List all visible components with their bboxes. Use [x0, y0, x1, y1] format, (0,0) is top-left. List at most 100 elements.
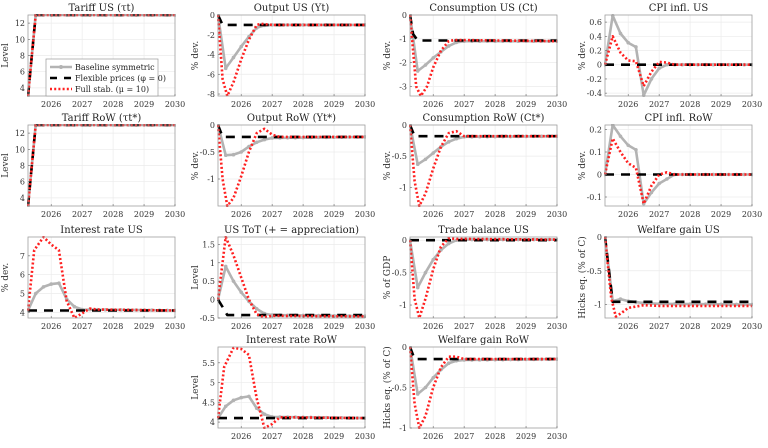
data-point-baseline [462, 358, 466, 362]
y-axis-label: % dev. [578, 41, 588, 71]
x-tick-label: 2027 [262, 210, 282, 219]
y-tick-label: 1.5 [202, 240, 215, 249]
series-line-fullstab [604, 236, 752, 318]
panel-title: CPI infl. US [649, 3, 709, 14]
x-tick-label: 2026 [423, 100, 443, 109]
y-tick-label: 4 [20, 308, 25, 317]
axes-frame [217, 124, 366, 207]
panel-cpi-infl-us: 2026 2027 2028 2029 2030 -0.4 -0.2 0 0.2 0.4 0.6 CP… [578, 3, 762, 109]
panel-title: Consumption US (Ct) [429, 3, 537, 14]
legend-marker [59, 65, 63, 69]
x-tick-label: 2026 [423, 210, 443, 219]
y-tick-label: 4 [210, 418, 215, 427]
y-tick-label: 8 [20, 162, 25, 171]
data-point-baseline [423, 157, 428, 162]
data-point-baseline [665, 177, 669, 181]
y-tick-label: 0.2 [589, 126, 602, 135]
panel-us-tot: 2026 2027 2028 2029 2030 -0.5 0 0.5 1 1.5 US ToT (… [191, 225, 375, 331]
data-point-baseline [431, 56, 436, 60]
data-point-baseline [223, 404, 228, 409]
y-tick-label: 7 [20, 252, 25, 261]
y-tick-label: 4 [20, 194, 25, 203]
data-point-baseline [649, 190, 654, 195]
x-tick-label: 2029 [324, 100, 344, 109]
data-point-baseline [223, 264, 228, 269]
x-tick-label: 2028 [293, 100, 313, 109]
y-tick-label: 5.5 [202, 359, 215, 368]
y-tick-label: 10 [15, 145, 25, 154]
y-tick-label: -1 [399, 301, 407, 310]
axes-background [218, 15, 365, 96]
panel-consumption-row: 2026 2027 2028 2029 2030 -1 -0.5 0 Consumption R… [383, 113, 567, 219]
x-tick-label: 2026 [423, 432, 443, 441]
axes-frame [409, 124, 558, 207]
x-tick-label: 2030 [742, 210, 762, 219]
x-tick-label: 2029 [324, 322, 344, 331]
x-tick-label: 2029 [324, 210, 344, 219]
y-tick-label: 0.2 [589, 47, 602, 56]
data-point-baseline [446, 361, 451, 366]
x-tick-label: 2029 [711, 100, 731, 109]
series-line-fullstab [604, 137, 752, 206]
data-point-baseline [665, 62, 669, 67]
x-tick-label: 2028 [485, 432, 505, 441]
x-tick-label: 2027 [454, 100, 474, 109]
y-tick-label: 6 [20, 271, 25, 280]
data-point-baseline [262, 137, 267, 142]
data-point-baseline [57, 281, 61, 285]
data-point-baseline [231, 279, 236, 283]
data-point-baseline [262, 412, 267, 416]
series-line-fullstab [604, 34, 752, 88]
y-tick-label: -6 [207, 70, 215, 79]
panel-title: Welfare gain US [637, 225, 720, 236]
x-tick-label: 2028 [680, 322, 700, 331]
panel-trade-balance-us: 2026 2027 2028 2029 2030 -1 -0.5 0 Trade balance… [383, 225, 567, 331]
axes-frame [409, 14, 558, 97]
panel-title: CPI infl. RoW [644, 113, 713, 124]
data-point-baseline [231, 152, 236, 157]
axes-frame [604, 14, 753, 97]
x-tick-label: 2029 [516, 100, 536, 109]
data-point-baseline [254, 306, 259, 311]
axes-frame [217, 236, 366, 319]
data-point-baseline [239, 395, 244, 400]
data-point-baseline [431, 375, 436, 380]
y-tick-label: 1 [210, 259, 215, 268]
x-tick-label: 2030 [547, 210, 567, 219]
panel-cpi-infl-row: 2026 2027 2028 2029 2030 -0.1 0 0.1 0.2 CPI infl.… [578, 113, 762, 219]
x-tick-label: 2026 [618, 100, 638, 109]
panel-output-row: 2026 2027 2028 2029 2030 -1 -0.5 0 Output RoW (Y… [191, 113, 375, 219]
x-tick-label: 2028 [680, 100, 700, 109]
x-tick-label: 2026 [231, 210, 251, 219]
x-tick-label: 2027 [262, 432, 282, 441]
data-point-baseline [446, 140, 451, 144]
data-point-baseline [415, 69, 420, 73]
data-point-baseline [446, 44, 451, 48]
data-point-baseline [415, 392, 420, 396]
data-point-baseline [254, 140, 259, 145]
x-tick-label: 2027 [454, 432, 474, 441]
x-tick-label: 2029 [711, 322, 731, 331]
series-line-fullstab [409, 14, 558, 97]
series-line-fullstab [27, 236, 176, 319]
data-point-baseline [641, 93, 646, 97]
y-tick-label: 0 [402, 11, 407, 20]
panel-tariff-row: 2026 2027 2028 2029 2030 4 6 8 10 12 Tariff RoW (τ… [1, 113, 185, 219]
y-axis-label: % dev. [383, 41, 393, 71]
x-tick-label: 2030 [355, 432, 375, 441]
panel-title: Tariff US (τt) [69, 3, 135, 14]
y-tick-label: -1 [594, 301, 602, 310]
y-tick-label: -1 [207, 175, 215, 184]
data-point-baseline [223, 153, 228, 158]
y-axis-label: Level [1, 153, 11, 178]
panel-title: Output RoW (Yt*) [247, 113, 336, 124]
y-tick-label: -0.4 [587, 89, 602, 98]
data-point-baseline [33, 291, 38, 296]
y-tick-label: 0 [597, 171, 602, 180]
y-tick-label: -4 [207, 51, 215, 60]
x-tick-label: 2026 [41, 322, 61, 331]
y-tick-label: 4.5 [202, 398, 215, 407]
y-axis-label: % dev. [383, 151, 393, 181]
series-line-fullstab [217, 14, 365, 97]
